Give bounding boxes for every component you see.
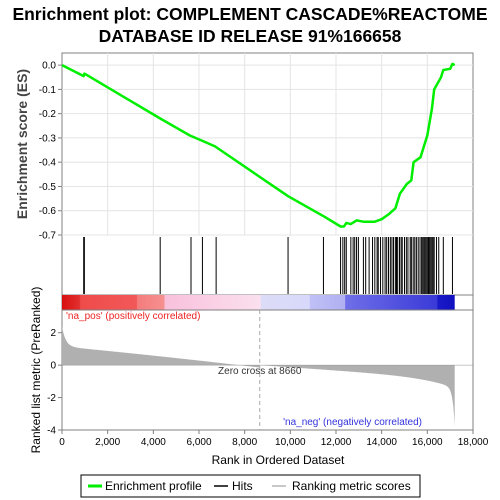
x-tick-label: 4,000	[141, 437, 166, 448]
x-tick-label: 14,000	[366, 437, 397, 448]
metric-y-axis: 2 0 -2 -4	[47, 328, 62, 437]
metric-tick-label: -2	[47, 393, 56, 404]
legend-box	[80, 474, 421, 498]
pos-correlated-label: 'na_pos' (positively correlated)	[66, 311, 200, 322]
metric-tick-label: 0	[50, 361, 56, 372]
legend-label-hits: Hits	[232, 479, 253, 493]
enrichment-profile-group	[61, 62, 456, 228]
legend-label-ranking-metric: Ranking metric scores	[292, 479, 411, 493]
x-tick-label: 0	[59, 437, 65, 448]
zero-cross-label: Zero cross at 8660	[218, 366, 302, 377]
x-tick-label: 10,000	[275, 437, 306, 448]
es-tick-label: -0.4	[39, 158, 57, 169]
metric-y-axis-label: Ranked list metric (PreRanked)	[29, 287, 43, 454]
legend-label-enrichment-profile: Enrichment profile	[105, 479, 202, 493]
es-tick-label: -0.1	[39, 85, 57, 96]
es-panel	[61, 52, 474, 236]
es-tick-label: -0.6	[39, 206, 57, 217]
enrichment-profile-line	[61, 62, 456, 228]
metric-tick-label: -4	[47, 426, 56, 437]
es-tick-label: -0.2	[39, 109, 57, 120]
metric-tick-label: 2	[50, 328, 56, 339]
hit-markers	[83, 237, 453, 294]
x-tick-label: 8,000	[232, 437, 257, 448]
x-tick-label: 16,000	[412, 437, 443, 448]
metric-area	[62, 326, 473, 427]
es-tick-label: -0.5	[39, 182, 57, 193]
chart-title-line2: DATABASE ID RELEASE 91%166658	[99, 26, 402, 46]
chart-title-line1: Enrichment plot: COMPLEMENT CASCADE%REAC…	[12, 4, 487, 24]
neg-correlated-label: 'na_neg' (negatively correlated)	[283, 417, 422, 428]
x-tick-label: 6,000	[186, 437, 211, 448]
es-tick-label: 0.0	[42, 61, 56, 72]
x-tick-label: 2,000	[95, 437, 120, 448]
x-tick-label: 18,000	[458, 437, 489, 448]
es-y-axis: 0.0 -0.1 -0.2 -0.3 -0.4 -0.5 -0.6 -0.7	[39, 61, 62, 242]
x-tick-label: 12,000	[321, 437, 352, 448]
x-axis-label: Rank in Ordered Dataset	[212, 453, 345, 467]
x-axis: 0 2,000 4,000 6,000 8,000 10,000 12,000 14,000 1…	[59, 430, 489, 448]
es-tick-label: -0.3	[39, 133, 57, 144]
es-tick-label: -0.7	[39, 231, 57, 242]
rank-colorbar-fill	[62, 295, 455, 310]
es-y-axis-label: Enrichment score (ES)	[14, 69, 30, 219]
